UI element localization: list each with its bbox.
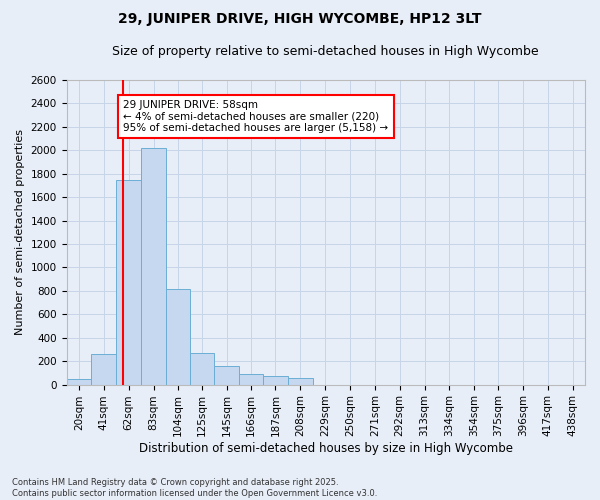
Bar	[190, 353, 214, 384]
Y-axis label: Number of semi-detached properties: Number of semi-detached properties	[15, 130, 25, 336]
Bar	[166, 288, 190, 384]
Title: Size of property relative to semi-detached houses in High Wycombe: Size of property relative to semi-detach…	[112, 45, 539, 58]
X-axis label: Distribution of semi-detached houses by size in High Wycombe: Distribution of semi-detached houses by …	[139, 442, 513, 455]
Text: 29 JUNIPER DRIVE: 58sqm
← 4% of semi-detached houses are smaller (220)
95% of se: 29 JUNIPER DRIVE: 58sqm ← 4% of semi-det…	[124, 100, 388, 133]
Bar	[263, 376, 288, 384]
Bar	[288, 378, 313, 384]
Bar	[214, 366, 239, 384]
Bar	[116, 180, 141, 384]
Bar	[91, 354, 116, 384]
Bar	[141, 148, 166, 384]
Bar	[239, 374, 263, 384]
Text: 29, JUNIPER DRIVE, HIGH WYCOMBE, HP12 3LT: 29, JUNIPER DRIVE, HIGH WYCOMBE, HP12 3L…	[118, 12, 482, 26]
Bar	[67, 378, 91, 384]
Text: Contains HM Land Registry data © Crown copyright and database right 2025.
Contai: Contains HM Land Registry data © Crown c…	[12, 478, 377, 498]
